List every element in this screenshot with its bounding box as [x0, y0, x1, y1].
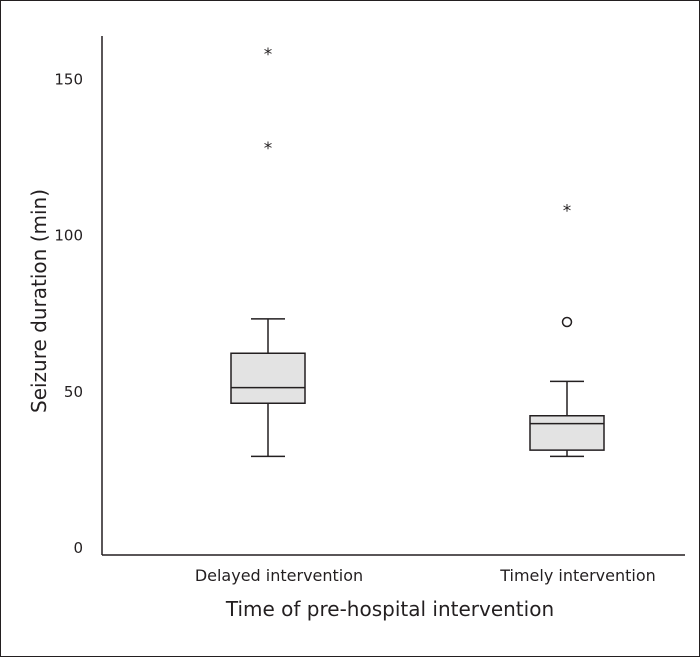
y-tick-label-0: 0: [73, 539, 83, 557]
iqr-box: [230, 352, 306, 404]
x-category-label-2: Timely intervention: [499, 566, 656, 585]
box-group-2: *: [529, 201, 605, 458]
y-axis-ticks: 0 50 100 150: [54, 70, 83, 557]
y-tick-label-150: 150: [54, 70, 83, 88]
boxplot-series: ***: [230, 45, 605, 458]
y-tick-label-50: 50: [64, 383, 83, 401]
x-axis-title: Time of pre-hospital intervention: [225, 597, 554, 621]
y-tick-label-100: 100: [54, 227, 83, 245]
extreme-outlier-point: *: [264, 45, 273, 65]
iqr-box: [529, 415, 605, 451]
box-group-1: **: [230, 45, 306, 458]
extreme-outlier-point: *: [264, 139, 273, 159]
outlier-point: [561, 316, 573, 328]
x-axis-category-labels: Delayed intervention Timely intervention: [195, 566, 656, 585]
extreme-outlier-point: *: [563, 201, 572, 221]
y-axis-title: Seizure duration (min): [27, 189, 51, 413]
x-category-label-1: Delayed intervention: [195, 566, 363, 585]
